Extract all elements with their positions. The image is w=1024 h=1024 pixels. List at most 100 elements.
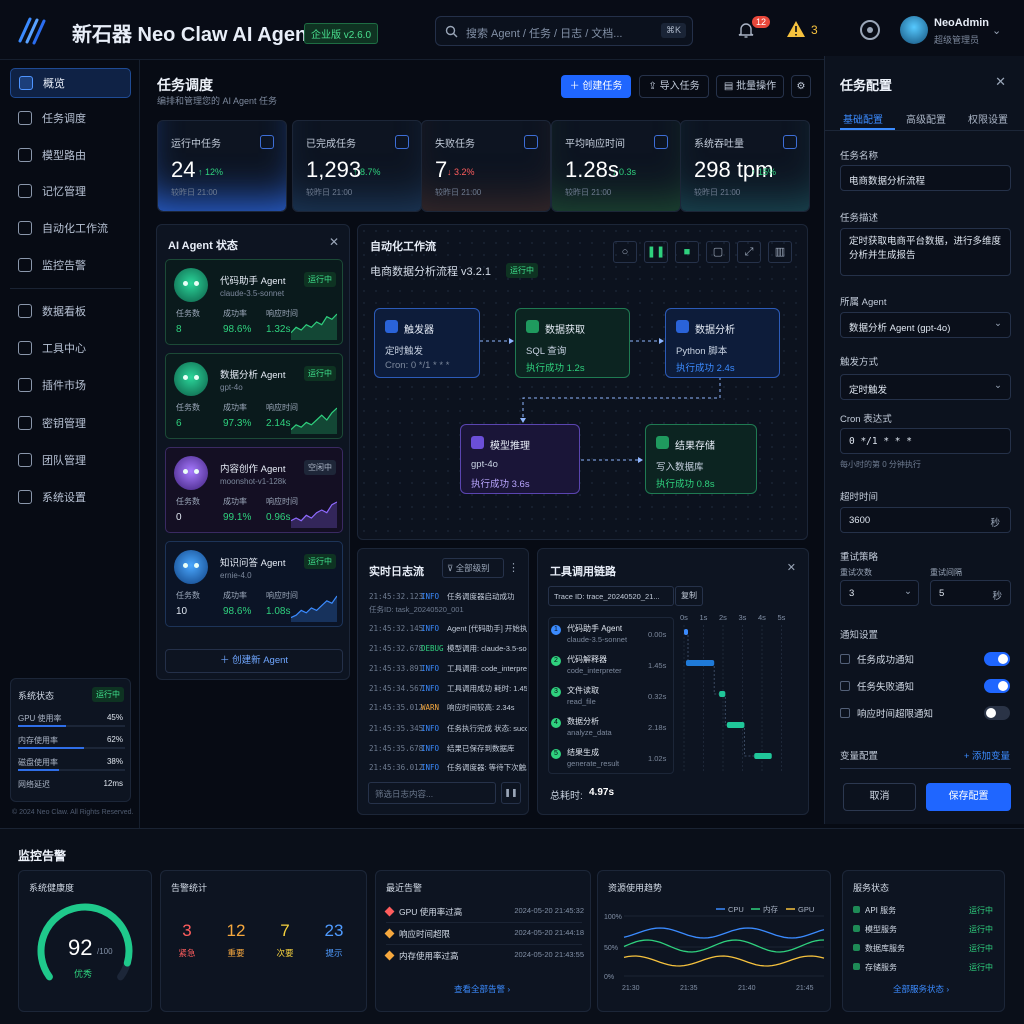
stat-card[interactable]: 运行中任务 24 ↑ 12% 较昨日 21:00 — [157, 120, 287, 212]
more-icon[interactable]: ⋮ — [508, 562, 519, 574]
delete-icon[interactable]: ▥ — [768, 241, 792, 263]
agent-card[interactable]: 内容创作 Agent moonshot-v1-128k 空闲中 任务数 成功率 响应时间 0… — [165, 447, 343, 533]
agent-rate-label: 成功率 — [223, 591, 247, 600]
close-icon[interactable]: ✕ — [995, 74, 1006, 89]
trace-total-label: 总耗时: — [550, 791, 583, 802]
node-trigger[interactable]: 触发器 定时触发 Cron: 0 */1 * * * — [374, 308, 480, 378]
notification-badge: 12 — [752, 16, 771, 28]
stop-icon[interactable]: ■ — [675, 241, 699, 263]
sidebar-item-11[interactable]: 系统设置 — [10, 482, 131, 512]
create-agent-button[interactable]: ＋ 创建新 Agent — [165, 649, 343, 673]
node-analyze[interactable]: 数据分析 Python 脚本 执行成功 2.4s — [665, 308, 780, 378]
stat-card[interactable]: 系统吞吐量 298 tpm ↑ 15% 较昨日 21:00 — [680, 120, 810, 212]
all-services-link[interactable]: 全部服务状态 › — [893, 984, 950, 994]
stat-card[interactable]: 已完成任务 1,293 ↑ 8.7% 较昨日 21:00 — [292, 120, 422, 212]
sidebar-item-6[interactable]: 数据看板 — [10, 296, 131, 326]
pause-icon[interactable]: ❚❚ — [501, 782, 521, 804]
sidebar-item-0[interactable]: 概览 — [10, 68, 131, 98]
sidebar-item-9[interactable]: 密钥管理 — [10, 408, 131, 438]
agent-select[interactable]: 数据分析 Agent (gpt-4o) ⌄ — [840, 312, 1011, 338]
sparkline-area — [291, 408, 337, 434]
node-line1: 定时触发 — [385, 346, 424, 357]
import-task-button[interactable]: ⇪ 导入任务 — [639, 75, 709, 98]
add-variable-button[interactable]: + 添加变量 — [963, 751, 1010, 762]
sidebar-item-3[interactable]: 记忆管理 — [10, 176, 131, 206]
alert-row[interactable]: GPU 使用率过高 2024-05-20 21:45:32 — [384, 906, 584, 918]
sidebar-item-10[interactable]: 团队管理 — [10, 445, 131, 475]
tab-permissions[interactable]: 权限设置 — [968, 115, 1008, 126]
trace-step-name[interactable]: 结果生成 — [567, 748, 599, 757]
stat-compare: 较昨日 21:00 — [694, 188, 741, 197]
sparkline-line — [291, 407, 337, 431]
sidebar-item-2[interactable]: 模型路由 — [10, 140, 131, 170]
service-row: 存储服务 运行中 — [853, 962, 993, 973]
task-desc-field[interactable]: 定时获取电商平台数据，进行多维度分析并生成报告 — [840, 228, 1011, 276]
user-avatar[interactable] — [900, 16, 928, 44]
trigger-select-value: 定时触发 — [849, 385, 888, 396]
target-icon[interactable] — [860, 20, 880, 40]
chevron-down-icon[interactable]: ⌄ — [992, 25, 1002, 37]
timeout-field[interactable]: 3600 秒 — [840, 507, 1011, 533]
tab-advanced[interactable]: 高级配置 — [906, 115, 946, 126]
trace-step-name[interactable]: 代码助手 Agent — [567, 624, 623, 633]
copy-button[interactable]: 复制 — [675, 586, 703, 606]
notify-toggle[interactable] — [984, 706, 1010, 720]
log-level: WARN — [421, 703, 440, 712]
node-store[interactable]: 结果存储 写入数据库 执行成功 0.8s — [645, 424, 757, 494]
sidebar-item-7[interactable]: 工具中心 — [10, 333, 131, 363]
trigger-select[interactable]: 定时触发 ⌄ — [840, 374, 1011, 400]
log-filter-input[interactable]: 筛选日志内容... — [368, 782, 496, 804]
node-inference[interactable]: 模型推理 gpt-4o 执行成功 3.6s — [460, 424, 580, 494]
agent-card[interactable]: 代码助手 Agent claude-3.5-sonnet 运行中 任务数 成功率 响应时间… — [165, 259, 343, 345]
cron-field[interactable]: 0 */1 * * * — [840, 428, 1011, 454]
node-fetch[interactable]: 数据获取 SQL 查询 执行成功 1.2s — [515, 308, 630, 378]
save-config-button[interactable]: 保存配置 — [926, 783, 1011, 811]
batch-action-button[interactable]: ▤ 批量操作 — [716, 75, 784, 98]
view-all-alerts-link[interactable]: 查看全部告警 › — [454, 984, 511, 994]
alert-row[interactable]: 响应时间超限 2024-05-20 21:44:18 — [384, 928, 584, 940]
agent-card[interactable]: 数据分析 Agent gpt-4o 运行中 任务数 成功率 响应时间 6 97.3% 2.14s — [165, 353, 343, 439]
stat-card[interactable]: 失败任务 7 ↓ 3.2% 较昨日 21:00 — [421, 120, 551, 212]
expand-icon[interactable]: ⤢ — [737, 241, 761, 263]
service-name: 模型服务 — [865, 925, 897, 934]
task-name-field[interactable]: 电商数据分析流程 — [840, 165, 1011, 191]
sidebar-item-5[interactable]: 监控告警 — [10, 250, 131, 280]
trace-step-number: 4 — [551, 718, 561, 728]
create-task-button[interactable]: ＋ 创建任务 — [561, 75, 631, 98]
notify-toggle[interactable] — [984, 679, 1010, 693]
close-icon[interactable]: ✕ — [786, 562, 796, 574]
trace-step-name[interactable]: 代码解释器 — [567, 655, 607, 664]
stat-change: ↓ 3.2% — [447, 167, 475, 177]
circle-icon[interactable]: ○ — [613, 241, 637, 263]
sidebar-item-1[interactable]: 任务调度 — [10, 103, 131, 133]
close-icon[interactable]: ✕ — [328, 235, 339, 249]
grid-icon — [19, 76, 33, 90]
agent-card[interactable]: 知识问答 Agent ernie-4.0 运行中 任务数 成功率 响应时间 10 98.6% 1… — [165, 541, 343, 627]
log-level-filter[interactable]: ⊽ 全部级别 — [442, 558, 504, 578]
log-level: INFO — [421, 763, 440, 772]
settings-button[interactable]: ⚙ — [791, 75, 811, 98]
notify-checkbox[interactable] — [840, 708, 850, 718]
cancel-button[interactable]: 取消 — [843, 783, 916, 811]
retry-count-select[interactable]: 3 ⌄ — [840, 580, 919, 606]
trace-step-name[interactable]: 数据分析 — [567, 717, 599, 726]
notify-toggle[interactable] — [984, 652, 1010, 666]
tab-basic[interactable]: 基础配置 — [843, 115, 883, 126]
stat-card[interactable]: 平均响应时间 1.28s ↓ 0.3s 较昨日 21:00 — [551, 120, 681, 212]
alert-row[interactable]: 内存使用率过高 2024-05-20 21:43:55 — [384, 950, 584, 962]
warning-icon[interactable] — [786, 20, 806, 38]
storage-icon — [656, 436, 669, 449]
stat-label: 平均响应时间 — [565, 139, 625, 150]
search-input[interactable]: 搜索 Agent / 任务 / 日志 / 文档... ⌘K — [435, 16, 693, 46]
fit-icon[interactable]: ▢ — [706, 241, 730, 263]
notify-checkbox[interactable] — [840, 681, 850, 691]
trace-step-name[interactable]: 文件读取 — [567, 686, 599, 695]
bell-icon[interactable] — [736, 20, 756, 40]
notify-checkbox[interactable] — [840, 654, 850, 664]
sidebar-item-4[interactable]: 自动化工作流 — [10, 213, 131, 243]
alert-divider — [386, 944, 582, 945]
retry-count-label: 重试次数 — [840, 568, 872, 577]
pause-icon[interactable]: ❚❚ — [644, 241, 668, 263]
sidebar-item-8[interactable]: 插件市场 — [10, 370, 131, 400]
